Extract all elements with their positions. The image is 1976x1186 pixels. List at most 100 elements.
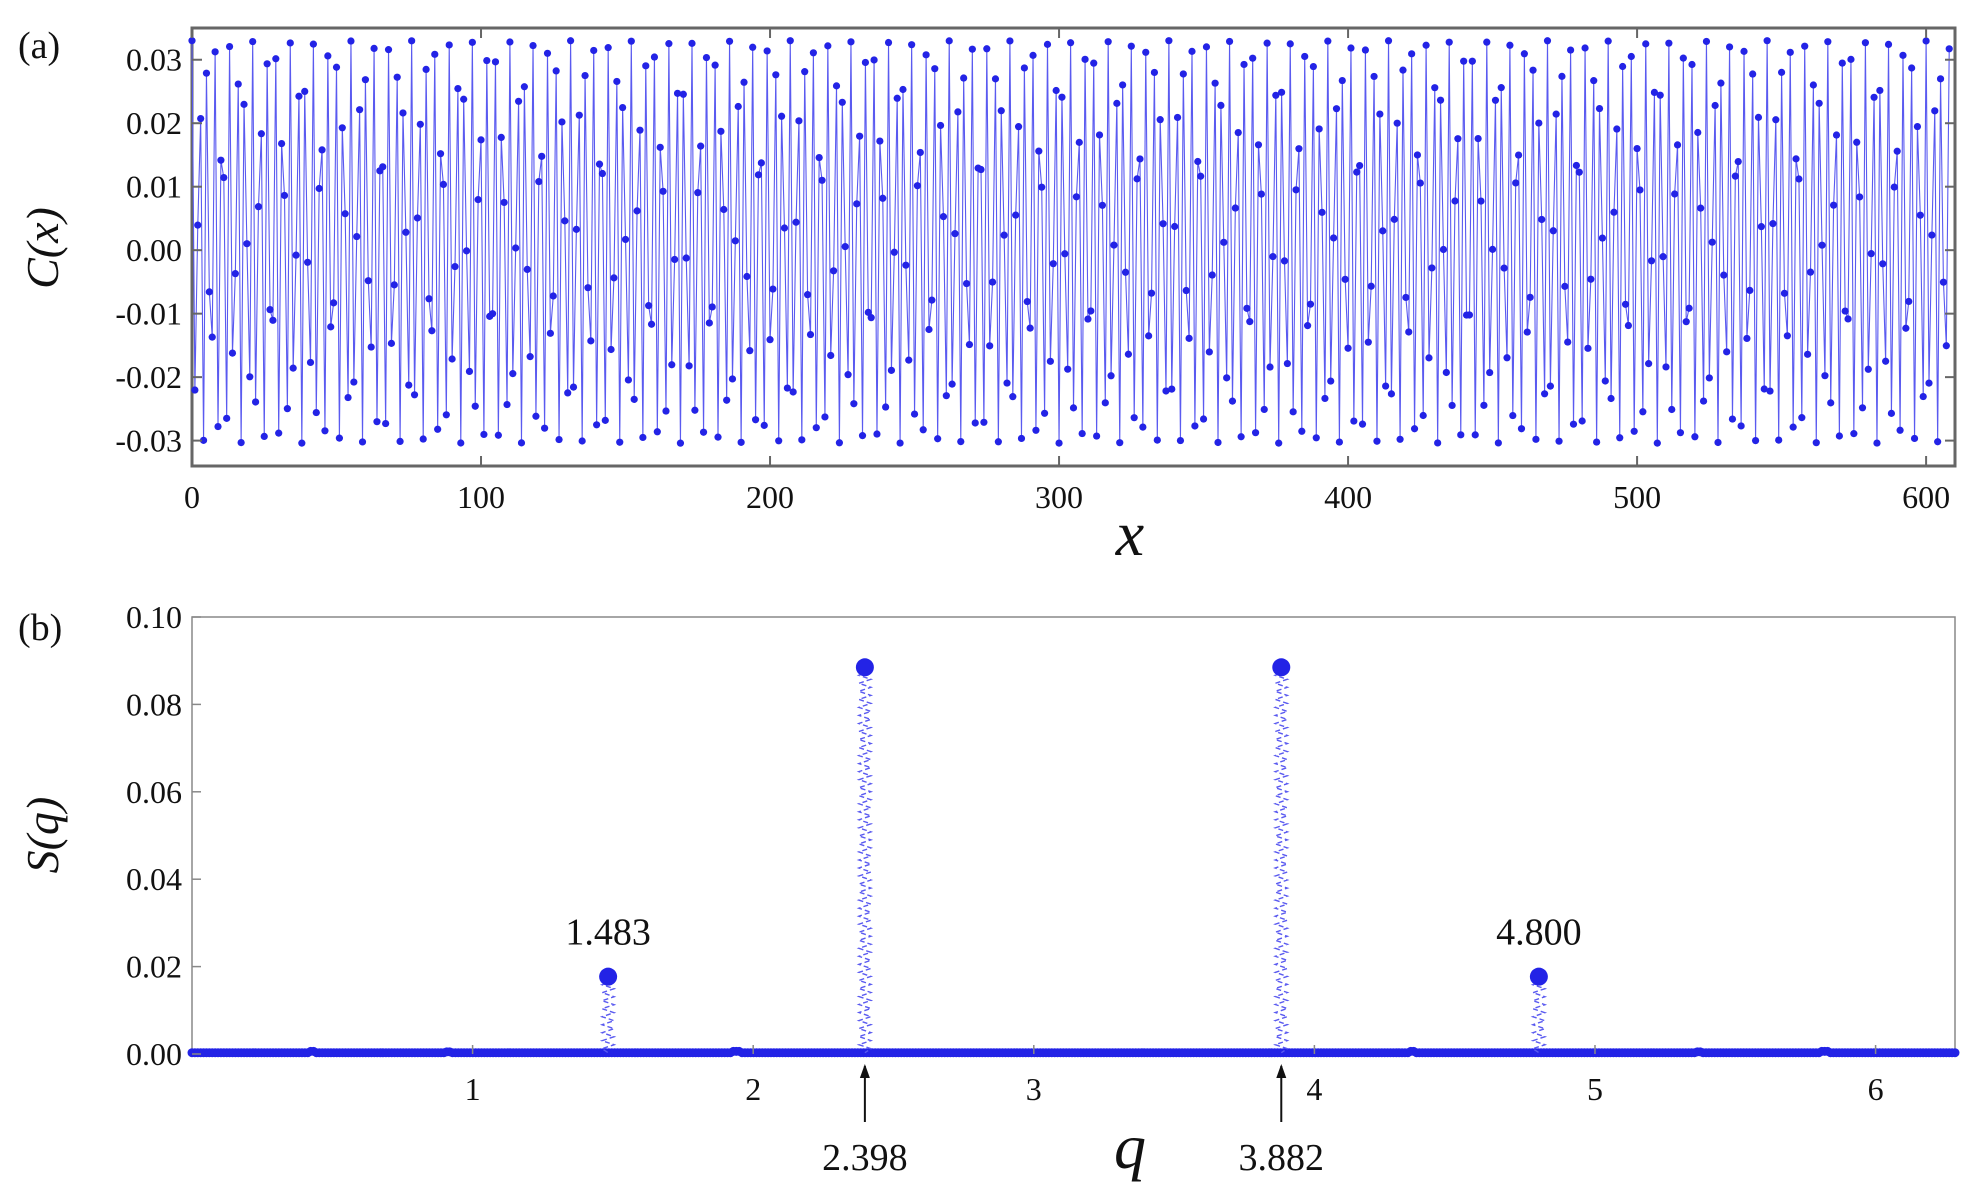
- panel-a-data-point: [1223, 374, 1231, 382]
- panel-a-data-point: [529, 41, 537, 50]
- panel-a-data-point: [1098, 201, 1106, 209]
- panel-a-data-point: [795, 117, 803, 125]
- panel-a-data-point: [882, 403, 890, 411]
- panel-a-data-point: [275, 429, 283, 437]
- panel-a-data-point: [1572, 161, 1580, 170]
- panel-a-data-point: [413, 214, 422, 222]
- panel-a-x-tick-label: 600: [1902, 479, 1950, 515]
- panel-a-data-point: [1061, 250, 1069, 258]
- panel-a-series-points: [188, 37, 1953, 447]
- panel-a-data-point: [240, 100, 248, 108]
- panel-a-data-point: [1425, 354, 1433, 362]
- panel-a-data-point: [1416, 179, 1424, 187]
- panel-a-data-point: [1330, 234, 1338, 242]
- panel-a-data-point: [396, 437, 404, 446]
- panel-a-data-point: [367, 343, 375, 351]
- panel-a-data-point: [705, 319, 713, 327]
- panel-a-data-point: [228, 349, 237, 357]
- panel-a-data-point: [1688, 60, 1696, 69]
- panel-a-data-point: [916, 148, 924, 157]
- panel-a-data-point: [939, 213, 948, 221]
- panel-a-data-point: [1564, 338, 1572, 346]
- panel-a-data-point: [439, 180, 448, 188]
- panel-a-data-point: [1280, 257, 1289, 265]
- panel-a-data-point: [1702, 37, 1711, 46]
- panel-a-data-point: [1653, 439, 1661, 447]
- panel-a-y-tick-label: -0.02: [115, 359, 182, 395]
- panel-a-data-point: [1494, 439, 1502, 447]
- panel-a-data-point: [1182, 286, 1190, 295]
- panel-a-x-tick-label: 0: [184, 479, 200, 515]
- panel-a-data-point: [390, 281, 398, 289]
- panel-a-data-point: [254, 203, 263, 211]
- panel-a-data-point: [1523, 328, 1531, 336]
- panel-a-data-point: [1312, 434, 1320, 442]
- panel-a-series-line-path: [191, 40, 1950, 444]
- panel-a-data-point: [763, 47, 771, 55]
- panel-a-data-point: [1035, 147, 1043, 155]
- panel-a-data-point: [639, 433, 647, 442]
- panel-a-data-point: [1538, 215, 1546, 224]
- panel-a-data-point: [1569, 420, 1578, 428]
- panel-a-data-point: [931, 65, 939, 73]
- panel-a-data-point: [1379, 227, 1387, 235]
- panel-a-data-point: [1558, 72, 1566, 80]
- panel-a-data-point: [858, 432, 867, 440]
- panel-a-data-point: [379, 163, 387, 171]
- panel-a-data-point: [1176, 436, 1185, 445]
- panel-a-data-point: [633, 207, 641, 215]
- panel-a-data-point: [1780, 289, 1789, 297]
- panel-a-data-point: [645, 302, 653, 310]
- panel-a-data-point: [1231, 204, 1239, 212]
- panel-a-data-point: [1434, 439, 1442, 447]
- panel-a-data-point: [780, 224, 789, 232]
- panel-a-data-point: [1295, 145, 1303, 153]
- panel-a-series-line: [191, 40, 1950, 444]
- panel-a-data-point: [324, 52, 332, 60]
- panel-a-data-point: [335, 434, 343, 442]
- panel-a-data-point: [870, 56, 878, 64]
- panel-a-data-point: [425, 295, 433, 303]
- panel-a-data-point: [1130, 414, 1138, 422]
- panel-a-data-point: [824, 42, 832, 50]
- panel-a-data-point: [1604, 37, 1612, 45]
- panel-a-data-point: [460, 95, 468, 103]
- panel-a-data-point: [304, 258, 312, 266]
- panel-a-data-point: [445, 41, 453, 49]
- panel-a-data-point: [564, 389, 572, 397]
- panel-a-data-point: [1763, 37, 1771, 45]
- panel-b-x-tick-label: 6: [1868, 1071, 1884, 1107]
- panel-a-data-point: [520, 83, 528, 91]
- panel-a-data-point: [269, 316, 277, 324]
- panel-a-data-point: [856, 132, 864, 140]
- panel-a-data-point: [1179, 70, 1187, 78]
- panel-a-data-point: [1645, 360, 1653, 368]
- panel-a-data-point: [1228, 397, 1237, 405]
- panel-a-data-point: [659, 187, 667, 195]
- panel-a-data-point: [1725, 43, 1734, 51]
- panel-a-data-point: [1026, 324, 1034, 332]
- panel-a-data-point: [971, 419, 979, 427]
- panel-b-peak-point: [1529, 967, 1548, 986]
- panel-a-data-point: [1610, 208, 1618, 216]
- panel-a-data-point: [1775, 436, 1783, 444]
- panel-a-data-point: [1477, 197, 1485, 205]
- panel-a-data-point: [1104, 38, 1112, 46]
- panel-a-data-point: [419, 435, 427, 443]
- panel-a-data-point: [838, 98, 846, 106]
- panel-a-data-point: [356, 106, 364, 114]
- panel-a-data-point: [673, 89, 682, 97]
- panel-a-data-point: [217, 156, 225, 164]
- panel-a-data-point: [1095, 131, 1104, 139]
- panel-a-data-point: [1699, 397, 1708, 405]
- panel-a-data-point: [1237, 433, 1245, 441]
- panel-a-data-point: [1757, 223, 1765, 231]
- panel-a-data-point: [1364, 338, 1372, 346]
- panel-a-data-point: [1882, 357, 1890, 365]
- panel-a-data-point: [630, 395, 638, 403]
- panel-a-data-point: [532, 412, 540, 420]
- panel-a-data-point: [925, 325, 933, 334]
- panel-a-data-point: [474, 196, 482, 204]
- panel-a-data-point: [1043, 40, 1052, 48]
- panel-a-data-point: [1934, 438, 1942, 446]
